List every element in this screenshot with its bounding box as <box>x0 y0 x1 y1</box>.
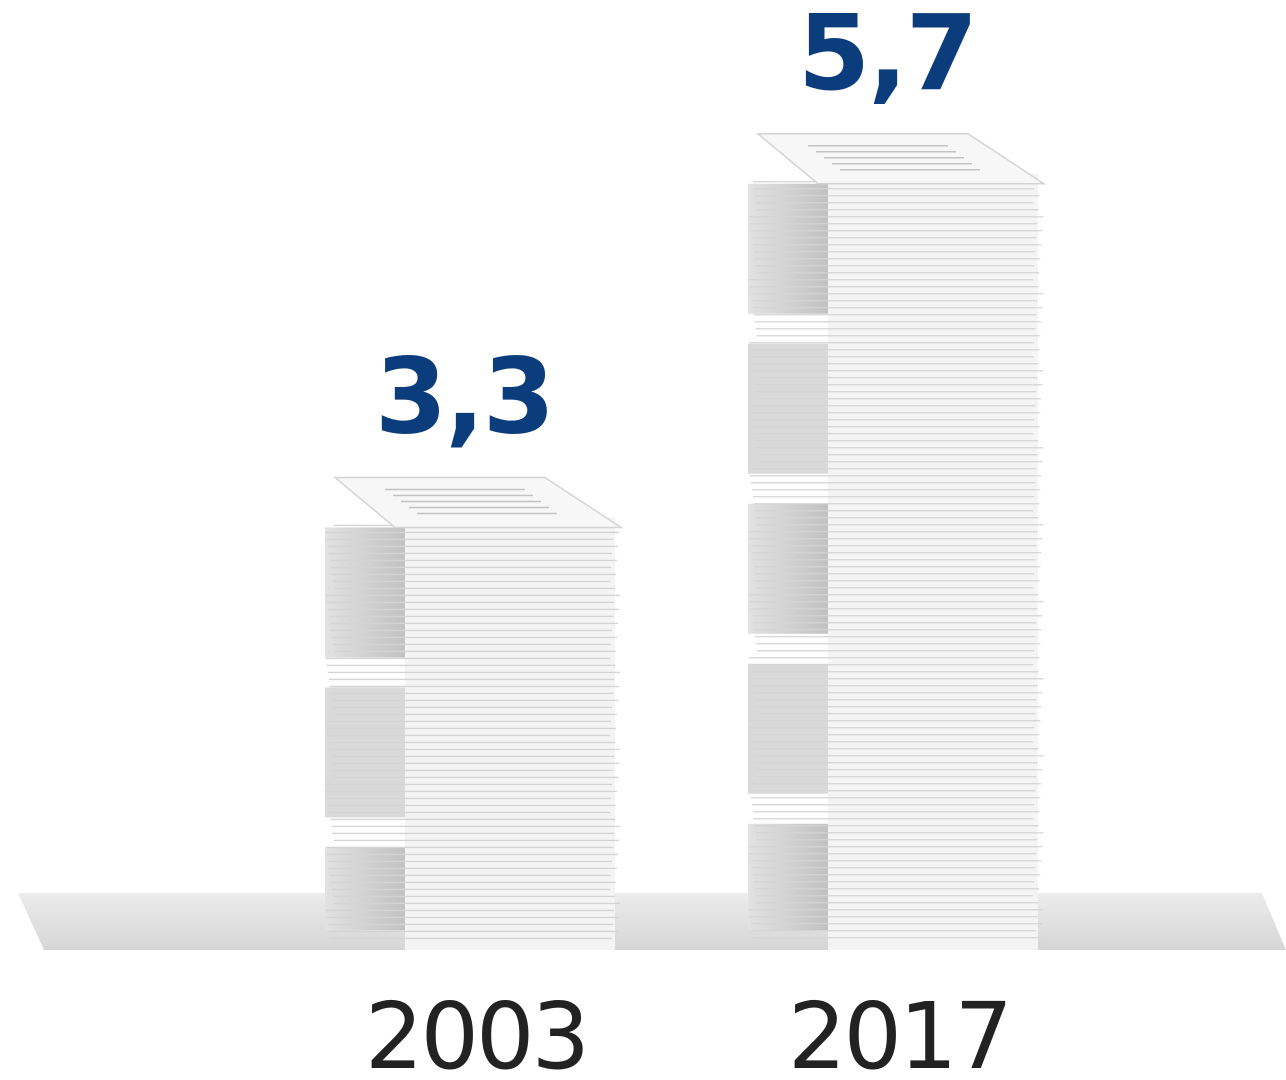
stack-body-2003 <box>405 517 615 950</box>
stack-side-2017 <box>748 503 838 634</box>
stack-side-2017 <box>748 823 838 930</box>
stacks-layer <box>325 133 1047 950</box>
stack-side-2017 <box>748 663 838 794</box>
stack-top-2017 <box>755 133 1047 185</box>
stack-top-2003 <box>332 476 624 529</box>
stack-body-2017 <box>828 173 1038 950</box>
bar-stack-2003 <box>325 476 624 950</box>
stack-side-2017 <box>748 183 838 314</box>
stack-side-2003 <box>325 687 415 818</box>
paper-sheets-2017 <box>748 181 1044 939</box>
stack-side-2003 <box>325 527 415 658</box>
labels-layer: 3,3 2003 5,7 2017 <box>365 0 1013 1080</box>
value-label-2017: 5,7 <box>798 0 976 114</box>
category-label-2017: 2017 <box>788 983 1010 1080</box>
floor-shelf <box>18 893 1286 950</box>
value-label-2003: 3,3 <box>375 335 553 457</box>
category-label-2003: 2003 <box>365 983 587 1080</box>
stack-side-2017 <box>748 343 838 474</box>
bar-stack-2017 <box>748 133 1047 950</box>
paper-sheets-2003 <box>325 524 621 940</box>
